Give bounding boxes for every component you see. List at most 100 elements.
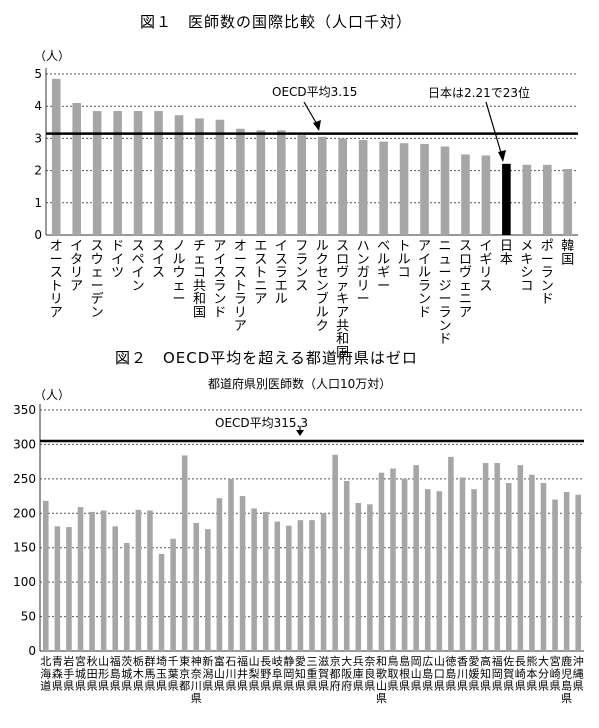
category-label: 青森県 xyxy=(52,655,63,693)
category-label: ハンガリー xyxy=(357,239,370,307)
bar xyxy=(563,168,573,235)
bar xyxy=(89,511,95,651)
bar xyxy=(332,454,338,651)
category-label: ドイツ xyxy=(111,239,124,281)
bar xyxy=(482,463,489,651)
bar xyxy=(575,494,581,651)
y-tick-label: 150 xyxy=(13,541,36,555)
bar xyxy=(158,553,165,651)
bar xyxy=(72,102,81,235)
y-tick-label: 1 xyxy=(34,196,42,210)
category-label: 北海道 xyxy=(40,655,51,693)
category-label: 宮崎県 xyxy=(550,654,561,693)
category-label: 千葉県 xyxy=(168,655,179,693)
category-label: 新潟県 xyxy=(202,654,213,693)
category-label: 群馬県 xyxy=(144,654,155,693)
bar xyxy=(502,163,511,235)
bar xyxy=(205,529,211,651)
category-label: 福井県 xyxy=(237,654,248,693)
bar xyxy=(43,500,49,651)
category-label: 香川県 xyxy=(457,655,468,693)
chart1-callout-bg xyxy=(425,84,549,102)
category-label: 岩手県 xyxy=(63,654,74,693)
bar xyxy=(154,111,163,235)
category-label: イスラエル xyxy=(275,239,288,307)
chart1-title: 図１ 医師数の国際比較（人口千対） xyxy=(140,13,412,31)
bar xyxy=(170,538,176,651)
category-label: 鹿児島県 xyxy=(561,654,572,705)
category-label: 大分県 xyxy=(538,654,549,693)
category-label: 山口県 xyxy=(434,655,445,693)
bar xyxy=(424,489,431,651)
category-label: 佐賀県 xyxy=(503,654,514,693)
category-label: 高知県 xyxy=(480,654,491,693)
bar xyxy=(274,521,281,651)
bar xyxy=(338,138,347,235)
category-label: 京都府 xyxy=(330,654,341,693)
bar xyxy=(494,463,500,651)
bar xyxy=(461,154,470,235)
category-label: 山形県 xyxy=(98,655,109,693)
category-label: 広島県 xyxy=(422,655,433,693)
bar xyxy=(124,542,130,651)
category-label: 石川県 xyxy=(225,655,236,693)
chart1-oecd-arrowhead xyxy=(313,120,321,131)
bar xyxy=(147,510,153,651)
category-label: 奈良県 xyxy=(364,654,375,693)
category-label: 岡山県 xyxy=(411,655,422,693)
bar xyxy=(540,482,547,651)
bar xyxy=(355,502,362,651)
category-label: 韓国 xyxy=(561,239,574,267)
chart1-bars xyxy=(51,78,573,235)
category-label: 沖縄県 xyxy=(573,655,584,693)
category-label: 富山県 xyxy=(214,654,225,693)
bar xyxy=(517,465,524,651)
bar xyxy=(66,527,72,651)
bar xyxy=(529,474,535,651)
bar xyxy=(92,111,102,235)
bar xyxy=(277,130,286,235)
category-label: 和歌山県 xyxy=(376,655,387,705)
chart2-oecd-arrowhead xyxy=(296,430,304,436)
chart2-bars xyxy=(43,454,581,651)
category-label: 三重県 xyxy=(307,655,318,693)
category-label: スイス xyxy=(152,239,165,281)
category-label: アイスランド xyxy=(213,239,226,321)
category-label: スロヴェニア xyxy=(459,239,472,321)
bar xyxy=(195,118,204,235)
chart1-japan-arrowhead xyxy=(498,150,506,162)
category-label: 大阪府 xyxy=(341,654,352,693)
bar xyxy=(522,164,532,235)
bar xyxy=(51,78,61,235)
category-label: 山梨県 xyxy=(249,655,260,693)
bar xyxy=(420,143,429,235)
bar xyxy=(459,477,466,651)
bar xyxy=(181,455,188,651)
category-label: 神奈川県 xyxy=(191,654,202,705)
category-label: 東京都 xyxy=(179,655,190,693)
chart1-oecd-label: OECD平均3.15 xyxy=(272,85,357,99)
chart2-subtitle: 都道府県別医師数（人口10万対） xyxy=(208,376,391,391)
category-label: 滋賀県 xyxy=(318,655,329,693)
y-tick-label: 5 xyxy=(34,67,42,81)
chart1-japan-callout: 日本は2.21で23位 xyxy=(428,85,530,100)
category-label: 鳥取県 xyxy=(388,654,399,693)
bar xyxy=(262,511,269,651)
category-label: 栃木県 xyxy=(133,654,144,693)
category-label: 茨城県 xyxy=(121,654,132,693)
y-tick-label: 0 xyxy=(28,644,36,658)
bar xyxy=(239,496,246,651)
category-label: ニュージーランド xyxy=(438,239,451,347)
y-tick-label: 250 xyxy=(13,472,36,486)
bar xyxy=(378,472,385,651)
chart1-categories: オーストリアイタリアスウェーデンドイツスペインスイスノルウェーチェコ共和国アイス… xyxy=(50,239,575,360)
category-label: スペイン xyxy=(132,239,145,294)
category-label: オーストラリア xyxy=(234,239,247,334)
category-label: 福岡県 xyxy=(492,654,503,693)
chart1-y-ticks: 0 1 2 3 4 5 xyxy=(34,67,42,242)
category-label: 愛知県 xyxy=(295,655,306,693)
chart2-y-unit: （人） xyxy=(34,388,70,402)
bar xyxy=(399,143,409,235)
